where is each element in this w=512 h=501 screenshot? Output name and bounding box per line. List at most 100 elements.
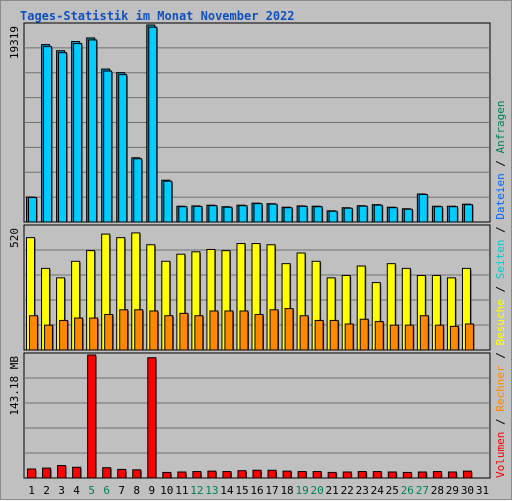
bar-volumen-17	[267, 469, 277, 479]
x-tick-label-18: 18	[280, 484, 293, 497]
bar-dateien-12	[193, 205, 203, 223]
bar-dateien-19	[298, 205, 308, 223]
bar-volumen-29	[447, 471, 457, 479]
bar-volumen-22	[342, 471, 352, 479]
bar-dateien-28	[433, 206, 443, 223]
x-tick-label-9: 9	[148, 484, 155, 497]
x-tick-label-1: 1	[28, 484, 35, 497]
bar-dateien-8	[133, 158, 143, 223]
bar-volumen-8	[132, 469, 142, 479]
bar-volumen-7	[117, 468, 127, 479]
x-tick-label-30: 30	[461, 484, 474, 497]
bar-volumen-23	[357, 471, 367, 479]
bar-volumen-3	[57, 465, 67, 479]
x-tick-label-23: 23	[356, 484, 369, 497]
bar-rechner-24	[374, 321, 384, 351]
bar-volumen-2	[42, 467, 52, 479]
x-tick-label-31: 31	[476, 484, 489, 497]
bar-rechner-8	[134, 309, 144, 351]
x-tick-label-3: 3	[58, 484, 65, 497]
bar-volumen-9	[147, 357, 157, 479]
bar-dateien-29	[448, 206, 458, 223]
x-tick-label-15: 15	[235, 484, 248, 497]
bar-rechner-19	[299, 315, 309, 351]
bar-rechner-10	[164, 315, 174, 351]
bar-dateien-17	[268, 203, 278, 223]
legend-item-seiten: Seiten	[494, 240, 507, 280]
bar-volumen-18	[282, 470, 292, 479]
x-tick-label-12: 12	[190, 484, 203, 497]
bar-dateien-13	[208, 205, 218, 223]
bar-dateien-21	[328, 210, 338, 223]
y-max-label-visits: 520	[8, 228, 21, 248]
bar-volumen-21	[327, 471, 337, 479]
legend-item-volumen: Volumen	[494, 432, 507, 478]
bar-volumen-30	[462, 470, 472, 479]
bar-rechner-3	[59, 319, 69, 351]
bar-dateien-15	[238, 205, 248, 223]
x-tick-label-17: 17	[265, 484, 278, 497]
bar-rechner-6	[104, 314, 114, 351]
x-tick-label-21: 21	[326, 484, 339, 497]
bar-dateien-22	[343, 207, 353, 223]
x-tick-label-20: 20	[311, 484, 324, 497]
bar-dateien-16	[253, 203, 263, 223]
bar-volumen-16	[252, 469, 262, 479]
y-max-label-volume: 143.18 MB	[8, 356, 21, 416]
bar-dateien-18	[283, 207, 293, 223]
bar-dateien-9	[148, 26, 158, 223]
bar-dateien-7	[118, 74, 128, 223]
bar-volumen-20	[312, 471, 322, 479]
x-tick-label-6: 6	[103, 484, 110, 497]
bar-volumen-13	[207, 470, 217, 479]
bar-rechner-30	[464, 323, 474, 351]
bar-volumen-1	[27, 468, 37, 479]
bar-dateien-2	[43, 46, 53, 223]
x-tick-label-16: 16	[250, 484, 263, 497]
bar-rechner-2	[44, 324, 54, 351]
chart-title: Tages-Statistik im Monat November 2022	[20, 9, 295, 23]
x-tick-label-28: 28	[431, 484, 444, 497]
x-tick-label-27: 27	[416, 484, 429, 497]
x-tick-label-11: 11	[175, 484, 188, 497]
legend-item-dateien: Dateien	[494, 173, 507, 219]
y-max-label-requests: 19319	[8, 26, 21, 59]
legend-separator: /	[494, 153, 507, 173]
bar-rechner-28	[434, 324, 444, 351]
bar-dateien-4	[73, 43, 83, 223]
x-tick-label-4: 4	[73, 484, 80, 497]
bar-volumen-26	[402, 471, 412, 479]
legend-separator: /	[494, 279, 507, 299]
x-tick-label-7: 7	[118, 484, 125, 497]
bar-rechner-4	[74, 317, 84, 351]
x-tick-label-10: 10	[160, 484, 173, 497]
legend-item-anfragen: Anfragen	[494, 100, 507, 153]
bar-dateien-25	[388, 207, 398, 223]
bar-volumen-19	[297, 471, 307, 479]
x-tick-label-25: 25	[386, 484, 399, 497]
bar-rechner-20	[314, 319, 324, 351]
legend-item-rechner: Rechner	[494, 365, 507, 412]
legend-item-besuche: Besuche	[494, 299, 507, 345]
bar-rechner-29	[449, 325, 459, 351]
bar-rechner-12	[194, 315, 204, 351]
x-tick-label-22: 22	[341, 484, 354, 497]
bar-dateien-20	[313, 206, 323, 223]
bar-rechner-7	[119, 309, 129, 351]
x-tick-label-5: 5	[88, 484, 95, 497]
bar-rechner-17	[269, 309, 279, 351]
bar-dateien-11	[178, 206, 188, 223]
x-tick-label-19: 19	[295, 484, 308, 497]
bar-volumen-27	[417, 471, 427, 479]
legend: Volumen / Rechner / Besuche / Seiten / D…	[494, 100, 507, 478]
bar-dateien-14	[223, 206, 233, 223]
bar-rechner-18	[284, 308, 294, 351]
bar-rechner-5	[89, 317, 99, 351]
bar-dateien-5	[88, 39, 98, 223]
bar-dateien-10	[163, 180, 173, 223]
bar-volumen-6	[102, 467, 112, 479]
bar-volumen-4	[72, 466, 82, 479]
bar-dateien-6	[103, 70, 113, 223]
bar-rechner-1	[29, 315, 39, 351]
bar-rechner-27	[419, 315, 429, 351]
